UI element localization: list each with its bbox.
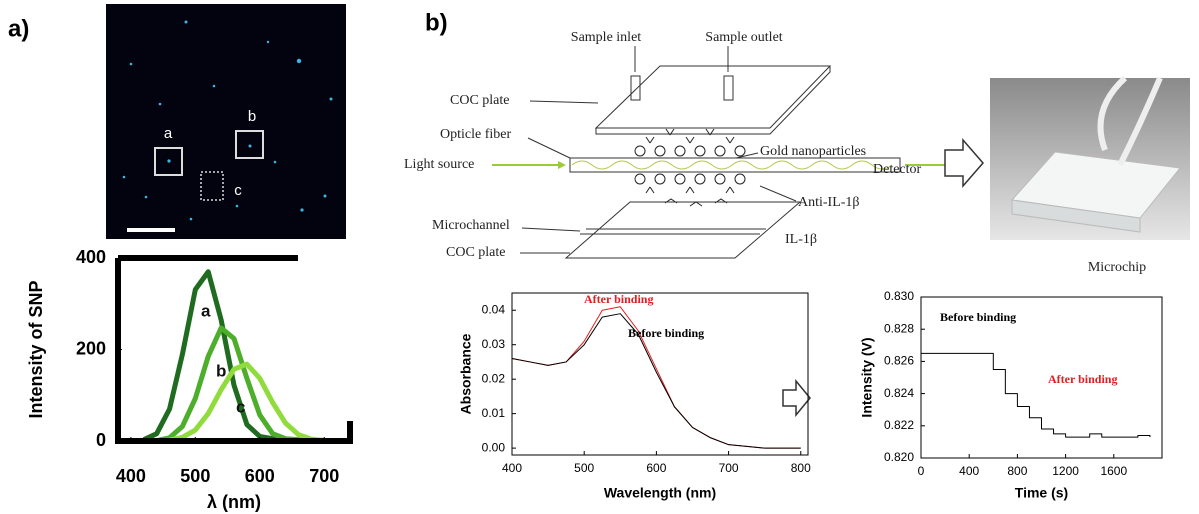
- x-axis-label: Time (s): [1015, 485, 1068, 501]
- diagram-label: Detector: [873, 162, 922, 177]
- diagram-label: COC plate: [446, 245, 506, 260]
- diagram-label: Microchannel: [432, 218, 510, 233]
- series-label: After binding: [584, 292, 653, 306]
- image-label: a: [164, 125, 173, 142]
- axis-frame: [115, 255, 353, 444]
- microscope-image: a b c: [106, 4, 346, 239]
- x-tick-label: 1600: [1100, 464, 1127, 478]
- x-tick-label: 700: [719, 461, 739, 475]
- y-tick-label: 0.828: [884, 321, 914, 335]
- series-label: b: [216, 361, 226, 380]
- y-tick-label: 0.826: [884, 354, 914, 368]
- photo: Microchip: [990, 75, 1190, 275]
- y-tick-label: 400: [76, 247, 106, 267]
- x-tick-label: 800: [1007, 464, 1027, 478]
- data-line: [921, 352, 1151, 438]
- y-tick-label: 0.04: [482, 302, 506, 316]
- photo-caption: Microchip: [1088, 260, 1146, 275]
- y-tick-label: 0: [96, 430, 106, 450]
- diagram-label: Light source: [404, 157, 474, 172]
- y-tick-label: 0.824: [884, 386, 914, 400]
- series-label: a: [201, 301, 211, 320]
- x-tick-label: 400: [959, 464, 979, 478]
- y-tick-label: 0.820: [884, 450, 914, 464]
- x-tick-label: 600: [245, 466, 275, 486]
- annotation: Before binding: [940, 310, 1016, 324]
- y-tick-label: 0.01: [482, 406, 506, 420]
- arrow: [944, 137, 984, 189]
- diagram-label: Gold nanoparticles: [760, 144, 866, 159]
- chart: a bc 0 200 400 400 500 600 700 λ (nm) Intensity of…: [26, 247, 353, 512]
- x-axis-label: λ (nm): [207, 492, 261, 512]
- y-tick-label: 0.00: [482, 440, 506, 454]
- arrow: [782, 378, 811, 418]
- y-tick-label: 0.03: [482, 337, 506, 351]
- x-tick-label: 800: [791, 461, 811, 475]
- y-tick-label: 0.02: [482, 371, 506, 385]
- x-tick-label: 500: [574, 461, 594, 475]
- panel-label: b): [425, 9, 448, 36]
- diagram-label: Opticle fiber: [440, 127, 511, 142]
- diagram-label: Sample inlet: [571, 30, 641, 45]
- series-label: c: [236, 397, 245, 416]
- x-tick-label: 400: [502, 461, 522, 475]
- series-label: Before binding: [628, 326, 704, 340]
- diagram-label: IL-1β: [785, 232, 817, 247]
- x-tick-label: 700: [309, 466, 339, 486]
- x-tick-label: 400: [116, 466, 146, 486]
- axis-frame: [920, 296, 1163, 459]
- annotation: After binding: [1048, 372, 1117, 386]
- y-tick-label: 0.830: [884, 289, 914, 303]
- y-tick-label: 200: [76, 338, 106, 358]
- y-axis-label: Intensity of SNP: [26, 280, 46, 418]
- x-tick-label: 0: [918, 464, 925, 478]
- y-tick-label: 0.822: [884, 418, 914, 432]
- x-tick-label: 1200: [1052, 464, 1079, 478]
- image-label: c: [234, 182, 242, 199]
- diagram-label: Anti-IL-1β: [798, 195, 860, 210]
- chart: Before binding After binding 0.820 0.822 0.8…: [859, 289, 1163, 501]
- x-tick-label: 500: [180, 466, 210, 486]
- chart: After binding Before binding 0.00 0.01 0.02 0…: [458, 292, 811, 501]
- y-axis-label: Intensity (V): [859, 337, 875, 417]
- axis-frame: [511, 292, 809, 456]
- diagram-label: Sample outlet: [705, 30, 782, 45]
- y-axis-label: Absorbance: [458, 333, 474, 414]
- image-label: b: [248, 108, 256, 125]
- x-tick-label: 600: [646, 461, 666, 475]
- data-line: [511, 313, 801, 449]
- diagram-label: COC plate: [450, 93, 510, 108]
- device-diagram: Sample inlet Sample outlet COC plate Opt…: [404, 30, 955, 260]
- panel-label: a): [8, 15, 29, 42]
- x-axis-label: Wavelength (nm): [604, 485, 716, 501]
